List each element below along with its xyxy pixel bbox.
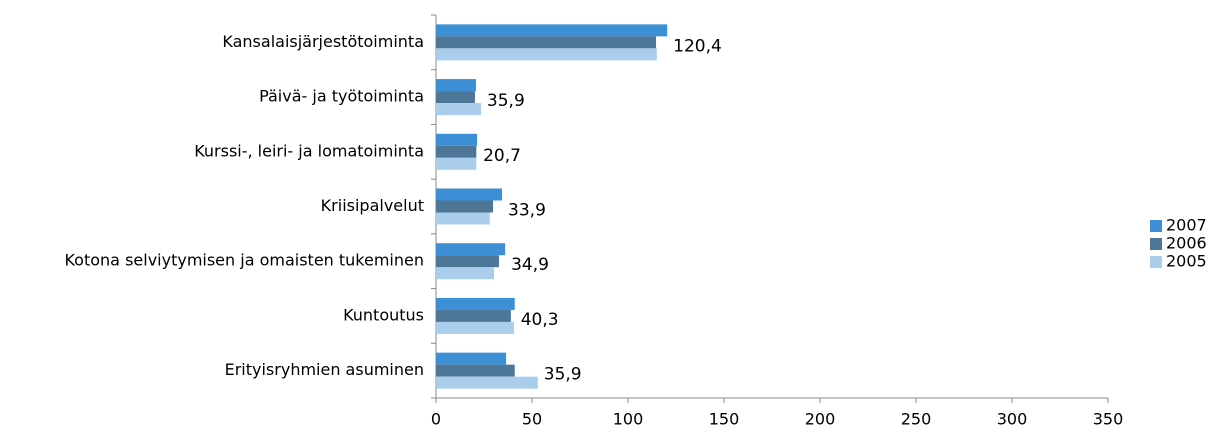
data-label: 40,3 xyxy=(521,310,559,330)
x-tick-label: 100 xyxy=(613,410,644,429)
y-tick-label: Kuntoutus xyxy=(343,305,424,324)
bar xyxy=(436,255,499,268)
bar xyxy=(436,267,494,280)
bar xyxy=(436,243,506,256)
y-tick-label: Kansalaisjärjestötoiminta xyxy=(222,32,424,51)
bar xyxy=(436,188,503,201)
bar xyxy=(436,364,515,377)
y-tick-label: Erityisryhmien asuminen xyxy=(225,360,424,379)
x-tick-label: 300 xyxy=(997,410,1028,429)
x-tick-label: 50 xyxy=(522,410,542,429)
bar xyxy=(436,91,475,104)
data-label: 120,4 xyxy=(673,36,722,56)
x-tick-label: 150 xyxy=(709,410,740,429)
legend-swatch xyxy=(1150,256,1162,268)
legend-swatch xyxy=(1150,238,1162,250)
bar xyxy=(436,145,477,158)
legend-label: 2007 xyxy=(1166,216,1207,235)
y-tick-label: Päivä- ja työtoiminta xyxy=(259,87,424,106)
bar xyxy=(436,376,538,389)
bar xyxy=(436,157,477,170)
data-label: 33,9 xyxy=(508,201,546,221)
x-tick-label: 350 xyxy=(1093,410,1124,429)
data-label: 35,9 xyxy=(544,365,582,385)
bar xyxy=(436,297,515,310)
bar xyxy=(436,200,494,213)
bar xyxy=(436,24,668,37)
x-tick-label: 250 xyxy=(901,410,932,429)
legend-swatch xyxy=(1150,220,1162,232)
bar xyxy=(436,352,507,365)
bar xyxy=(436,103,481,116)
legend-label: 2006 xyxy=(1166,234,1207,253)
y-tick-label: Kotona selviytymisen ja omaisten tukemin… xyxy=(64,251,424,270)
bar xyxy=(436,79,476,92)
bar xyxy=(436,48,657,61)
bar xyxy=(436,36,657,49)
data-label: 20,7 xyxy=(483,146,521,166)
data-label: 34,9 xyxy=(511,255,549,275)
y-tick-label: Kriisipalvelut xyxy=(321,196,424,215)
bar xyxy=(436,212,490,225)
bar xyxy=(436,309,511,322)
legend-label: 2005 xyxy=(1166,252,1207,271)
bar xyxy=(436,133,478,146)
x-tick-label: 200 xyxy=(805,410,836,429)
data-label: 35,9 xyxy=(487,91,525,111)
y-tick-label: Kurssi-, leiri- ja lomatoiminta xyxy=(194,141,424,160)
x-tick-label: 0 xyxy=(431,410,441,429)
bar xyxy=(436,321,514,334)
